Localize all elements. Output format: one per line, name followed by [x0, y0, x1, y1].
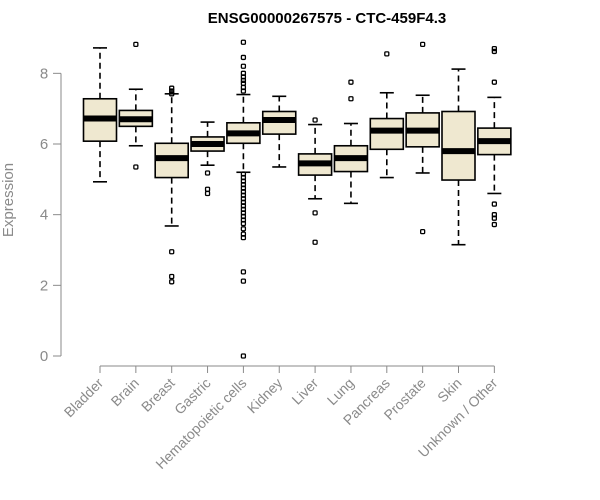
y-tick-label: 6: [40, 136, 48, 153]
outlier-point: [240, 88, 247, 94]
outlier-point: [240, 278, 247, 284]
box-pancreas: [369, 51, 405, 179]
box-unknown-other: [477, 45, 512, 228]
outlier-point: [169, 91, 175, 97]
box-hematopoietic-cells: [226, 39, 261, 359]
x-tick-label: Brain: [108, 375, 142, 409]
outlier-point: [240, 234, 247, 241]
box-prostate: [405, 41, 440, 235]
outlier-point: [491, 221, 498, 228]
outlier-point: [348, 79, 354, 85]
outlier-point: [419, 41, 426, 48]
box-skin: [441, 68, 476, 246]
box-liver: [297, 117, 333, 245]
box-lung: [333, 79, 369, 205]
outlier-point: [491, 201, 498, 207]
x-tick-label: Kidney: [244, 375, 286, 417]
box-iqr: [441, 110, 476, 181]
x-tick-label: Bladder: [61, 375, 107, 421]
y-tick-label: 4: [40, 207, 48, 224]
outlier-point: [133, 164, 139, 170]
y-axis: 0 2 4 6 8: [40, 65, 62, 365]
outlier-point: [491, 48, 498, 55]
box-brain: [118, 41, 154, 170]
outlier-point: [240, 39, 247, 45]
box-iqr: [369, 117, 405, 151]
outlier-point: [169, 273, 175, 280]
outlier-point: [204, 190, 211, 197]
y-tick-label: 2: [40, 277, 48, 294]
outlier-point: [491, 45, 498, 52]
x-tick-label: Breast: [138, 375, 178, 415]
outlier-point: [240, 226, 247, 232]
outlier-point: [240, 269, 247, 275]
outlier-point: [169, 88, 175, 94]
outlier-point: [169, 279, 175, 285]
box-bladder: [82, 47, 118, 183]
y-axis-label: Expression: [0, 163, 17, 237]
outlier-point: [348, 96, 354, 102]
outlier-point: [491, 215, 498, 221]
outlier-point: [240, 77, 247, 84]
x-tick-label: Skin: [434, 375, 465, 406]
outlier-point: [204, 170, 211, 176]
x-tick-label: Liver: [288, 375, 321, 408]
outlier-point: [312, 239, 318, 245]
outlier-point: [419, 228, 426, 235]
outlier-point: [240, 220, 247, 227]
box-gastric: [190, 121, 225, 197]
outlier-point: [169, 249, 175, 255]
boxes-group: [82, 39, 512, 359]
outlier-point: [204, 186, 211, 192]
chart-title: ENSG00000267575 - CTC-459F4.3: [208, 10, 446, 27]
box-kidney: [261, 95, 297, 168]
outlier-point: [240, 63, 247, 69]
outlier-point: [169, 85, 175, 91]
outlier-point: [240, 353, 247, 359]
box-breast: [154, 85, 189, 285]
outlier-point: [491, 79, 498, 85]
outlier-point: [133, 41, 139, 48]
y-tick-label: 8: [40, 65, 48, 82]
outlier-point: [240, 54, 247, 61]
outlier-point: [312, 117, 318, 123]
y-tick-label: 0: [40, 348, 48, 365]
outlier-point: [384, 51, 390, 57]
outlier-point: [312, 210, 318, 216]
outlier-point: [240, 80, 247, 86]
